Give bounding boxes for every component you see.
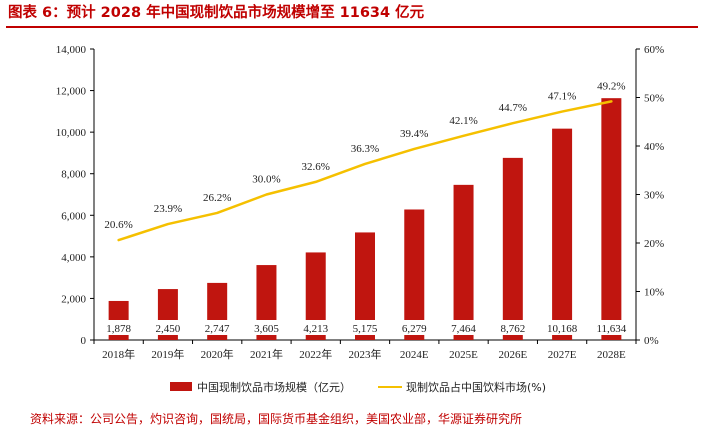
line-series: 20.6% 23.9% 26.2% 30.0% 32.6% 36.3% 39.4% 42.1%… [104, 80, 626, 242]
bar-value-label: 6,279 [402, 323, 427, 335]
y-tick-label: 8,000 [61, 169, 86, 181]
y2-tick-label: 50% [644, 93, 664, 105]
y2-tick-label: 30% [644, 190, 664, 202]
x-tick-label: 2024E [400, 349, 429, 361]
y-tick-label: 2,000 [61, 293, 86, 305]
bar-value-label: 3,605 [254, 323, 279, 335]
x-tick-label: 2022年 [299, 347, 332, 361]
line-point-label: 36.3% [351, 143, 379, 155]
bar-value-label-bg [244, 320, 289, 335]
y-tick-label: 4,000 [61, 252, 86, 264]
bar [453, 184, 474, 340]
x-tick-label: 2023年 [349, 347, 382, 361]
line-point-label: 32.6% [302, 161, 330, 173]
x-tick-label: 2025E [449, 349, 478, 361]
x-tick-label: 2020年 [201, 347, 234, 361]
legend: 中国现制饮品市场规模（亿元） 现制饮品占中国饮料市场(%) [170, 380, 546, 394]
bar-value-label-bg [392, 320, 437, 335]
bar-value-label-bg [293, 320, 338, 335]
bar-series: 1,878 2,450 2,747 3,605 4,213 5,175 6,279 7,464… [96, 98, 634, 340]
bar-value-label: 5,175 [353, 323, 378, 335]
bar-value-label: 11,634 [596, 323, 626, 335]
y-tick-label: 14,000 [56, 44, 87, 56]
y-tick-label: 12,000 [56, 86, 87, 98]
legend-line-label: 现制饮品占中国饮料市场(%) [406, 380, 546, 394]
y2-tick-label: 20% [644, 238, 664, 250]
bar-value-label-bg [195, 320, 240, 335]
bar [305, 252, 326, 340]
line-point-label: 26.2% [203, 192, 231, 204]
bar [404, 209, 425, 340]
y-tick-label: 6,000 [61, 210, 86, 222]
x-tick-label: 2027E [548, 349, 577, 361]
x-tick-label: 2019年 [151, 347, 184, 361]
legend-bar-swatch [170, 382, 192, 391]
bar-value-label: 2,450 [156, 323, 181, 335]
line-point-label: 42.1% [449, 115, 477, 127]
bar-value-label: 2,747 [205, 323, 230, 335]
bar-value-label-bg [343, 320, 387, 335]
bar [552, 128, 573, 340]
bar-value-label-bg [490, 320, 535, 335]
chart-title: 图表 6：预计 2028 年中国现制饮品市场规模增至 11634 亿元 [8, 5, 425, 21]
title-underline [6, 26, 698, 28]
legend-bar-label: 中国现制饮品市场规模（亿元） [197, 380, 351, 394]
y2-tick-label: 0% [644, 335, 659, 347]
y-tick-label: 0 [81, 335, 87, 347]
x-tick-label: 2026E [498, 349, 527, 361]
bar-value-label-bg [441, 320, 486, 335]
x-tick-label: 2028E [597, 349, 626, 361]
line-point-label: 20.6% [104, 219, 132, 231]
bar-value-label: 4,213 [303, 323, 328, 335]
y2-tick-label: 10% [644, 287, 664, 299]
bar-value-label-bg [96, 320, 141, 335]
bar-value-label: 8,762 [500, 323, 525, 335]
line-point-label: 47.1% [548, 91, 576, 103]
x-tick-label: 2021年 [250, 347, 283, 361]
x-tick-label: 2018年 [102, 347, 135, 361]
bar [601, 98, 622, 340]
bar-value-label: 1,878 [106, 323, 131, 335]
line-point-label: 23.9% [154, 203, 182, 215]
line-path [117, 100, 613, 242]
line-point-label: 49.2% [597, 80, 625, 92]
line-point-label: 39.4% [400, 128, 428, 140]
line-point-label: 44.7% [499, 102, 527, 114]
bar [502, 157, 523, 340]
source-note: 资料来源：公司公告，灼识咨询，国统局，国际货币基金组织，美国农业部，华源证券研究… [30, 412, 523, 426]
bar-value-label-bg [540, 320, 585, 335]
line-point-label: 30.0% [252, 174, 280, 186]
bar-value-label-bg [589, 320, 634, 335]
y-tick-label: 10,000 [56, 127, 87, 139]
bar [355, 232, 375, 340]
y2-tick-label: 40% [644, 141, 664, 153]
bar-value-label-bg [145, 320, 190, 335]
y2-tick-label: 60% [644, 44, 664, 56]
bar-value-label: 7,464 [451, 323, 476, 335]
bar-value-label: 10,168 [547, 323, 578, 335]
